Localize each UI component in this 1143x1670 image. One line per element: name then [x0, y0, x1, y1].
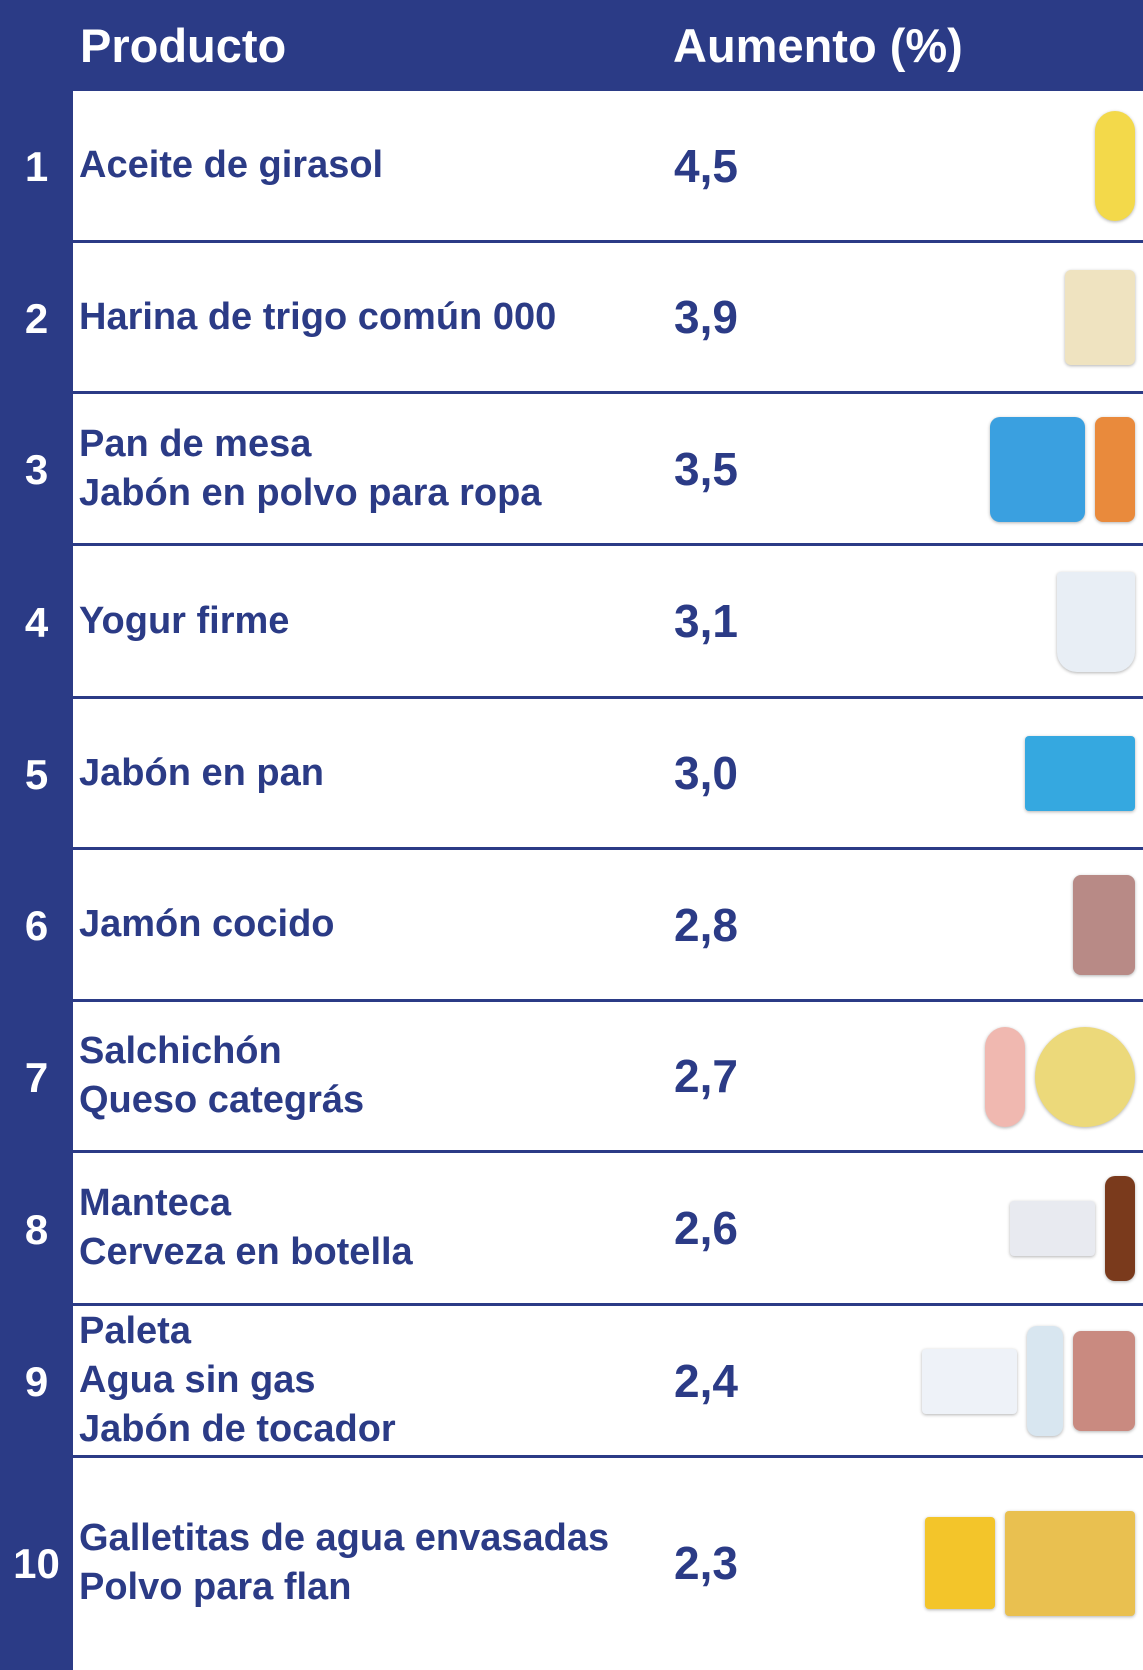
- product-names: Pan de mesa Jabón en polvo para ropa: [79, 394, 541, 543]
- row-divider: [73, 543, 1143, 546]
- row-divider: [73, 391, 1143, 394]
- product-name: Cerveza en botella: [79, 1231, 413, 1273]
- product-images: [990, 402, 1135, 536]
- product-name: Salchichón: [79, 1030, 282, 1072]
- product-images: [1095, 99, 1135, 233]
- row-divider: [73, 240, 1143, 243]
- table-header: Producto Aumento (%): [0, 0, 1143, 91]
- table-row: 4 Yogur firme 3,1: [0, 546, 1143, 699]
- product-images: [925, 1466, 1135, 1660]
- product-names: Salchichón Queso categrás: [79, 1002, 364, 1150]
- product-names: Jabón en pan: [79, 699, 324, 847]
- row-divider: [73, 1455, 1143, 1458]
- product-images: [1010, 1161, 1135, 1296]
- increase-value: 2,8: [674, 898, 738, 951]
- detergent-bag-icon: [990, 416, 1085, 522]
- product-name: Yogur firme: [79, 599, 290, 642]
- rank-column: [0, 0, 73, 1670]
- product-name: Harina de trigo común 000: [79, 295, 557, 338]
- table-row: 6 Jamón cocido 2,8: [0, 850, 1143, 1002]
- flan-box-icon: [925, 1517, 995, 1609]
- rank-number: 3: [24, 446, 49, 493]
- product-name: Jamón cocido: [79, 903, 335, 945]
- increase-value: 3,0: [674, 747, 738, 799]
- salami-icon: [985, 1026, 1025, 1127]
- increase-value: 2,6: [674, 1202, 738, 1254]
- product-names: Galletitas de agua envasadas Polvo para f…: [79, 1458, 609, 1667]
- bar-soap-icon: [922, 1348, 1017, 1414]
- product-images: [1025, 707, 1135, 840]
- ham-icon: [1073, 875, 1135, 975]
- increase-value: 3,1: [674, 595, 738, 647]
- increase-value: 4,5: [674, 139, 738, 192]
- product-name: Polvo para flan: [79, 1565, 352, 1608]
- rank-number: 1: [24, 143, 49, 190]
- flour-bag-icon: [1065, 270, 1135, 365]
- product-names: Manteca Cerveza en botella: [79, 1153, 413, 1303]
- row-divider: [73, 1303, 1143, 1306]
- product-name: Aceite de girasol: [79, 144, 384, 186]
- yogurt-cup-icon: [1057, 571, 1135, 672]
- increase-value: 3,9: [674, 291, 738, 343]
- table-row: 3 Pan de mesa Jabón en polvo para ropa 3,5: [0, 394, 1143, 546]
- rank-number: 8: [24, 1205, 49, 1253]
- oil-bottle-icon: [1095, 111, 1135, 221]
- table-row: 9 Paleta Agua sin gas Jabón de tocador 2,4: [0, 1306, 1143, 1458]
- product-names: Paleta Agua sin gas Jabón de tocador: [79, 1306, 396, 1455]
- rank-number: 9: [24, 1358, 49, 1405]
- product-names: Jamón cocido: [79, 850, 335, 999]
- product-images: [985, 1010, 1135, 1143]
- increase-value: 3,5: [674, 442, 738, 495]
- product-name: Jabón en polvo para ropa: [79, 471, 542, 514]
- product-names: Aceite de girasol: [79, 91, 383, 240]
- rank-number: 5: [24, 750, 49, 798]
- increase-value: 2,4: [674, 1354, 738, 1407]
- product-name: Galletitas de agua envasadas: [79, 1516, 610, 1559]
- rank-number: 6: [24, 902, 49, 949]
- product-images: [1073, 858, 1135, 992]
- row-divider: [73, 696, 1143, 699]
- product-images: [1057, 554, 1135, 689]
- cheese-wheel-icon: [1035, 1026, 1135, 1127]
- increase-value: 2,3: [674, 1536, 738, 1589]
- product-name: Paleta: [79, 1310, 191, 1352]
- product-images: [1065, 251, 1135, 384]
- table-row: 10 Galletitas de agua envasadas Polvo para…: [0, 1458, 1143, 1670]
- table-row: 2 Harina de trigo común 000 3,9: [0, 243, 1143, 394]
- beer-bottle-icon: [1105, 1176, 1135, 1281]
- rank-number: 7: [24, 1053, 49, 1101]
- table-row: 8 Manteca Cerveza en botella 2,6: [0, 1153, 1143, 1306]
- rank-number: 10: [13, 1540, 60, 1587]
- product-name: Queso categrás: [79, 1079, 365, 1121]
- rank-number: 4: [24, 598, 49, 646]
- product-name: Manteca: [79, 1182, 232, 1224]
- row-divider: [73, 999, 1143, 1002]
- product-images: [922, 1314, 1135, 1448]
- product-name: Pan de mesa: [79, 422, 312, 465]
- rank-number: 2: [24, 294, 49, 342]
- table-row: 1 Aceite de girasol 4,5: [0, 91, 1143, 243]
- table-row: 5 Jabón en pan 3,0: [0, 699, 1143, 850]
- header-product: Producto: [80, 19, 287, 72]
- bread-bag-icon: [1095, 416, 1135, 522]
- product-name: Jabón de tocador: [79, 1408, 396, 1450]
- header-increase: Aumento (%): [673, 19, 963, 72]
- product-name: Agua sin gas: [79, 1359, 316, 1401]
- increase-value: 2,7: [674, 1050, 738, 1102]
- product-names: Yogur firme: [79, 546, 289, 696]
- soap-box-icon: [1025, 736, 1135, 811]
- product-names: Harina de trigo común 000: [79, 243, 556, 391]
- crackers-icon: [1005, 1510, 1135, 1616]
- row-divider: [73, 1150, 1143, 1153]
- table-row: 7 Salchichón Queso categrás 2,7: [0, 1002, 1143, 1153]
- paleta-icon: [1073, 1331, 1135, 1431]
- product-name: Jabón en pan: [79, 751, 324, 794]
- water-bottle-icon: [1027, 1326, 1063, 1436]
- butter-icon: [1010, 1201, 1095, 1256]
- row-divider: [73, 847, 1143, 850]
